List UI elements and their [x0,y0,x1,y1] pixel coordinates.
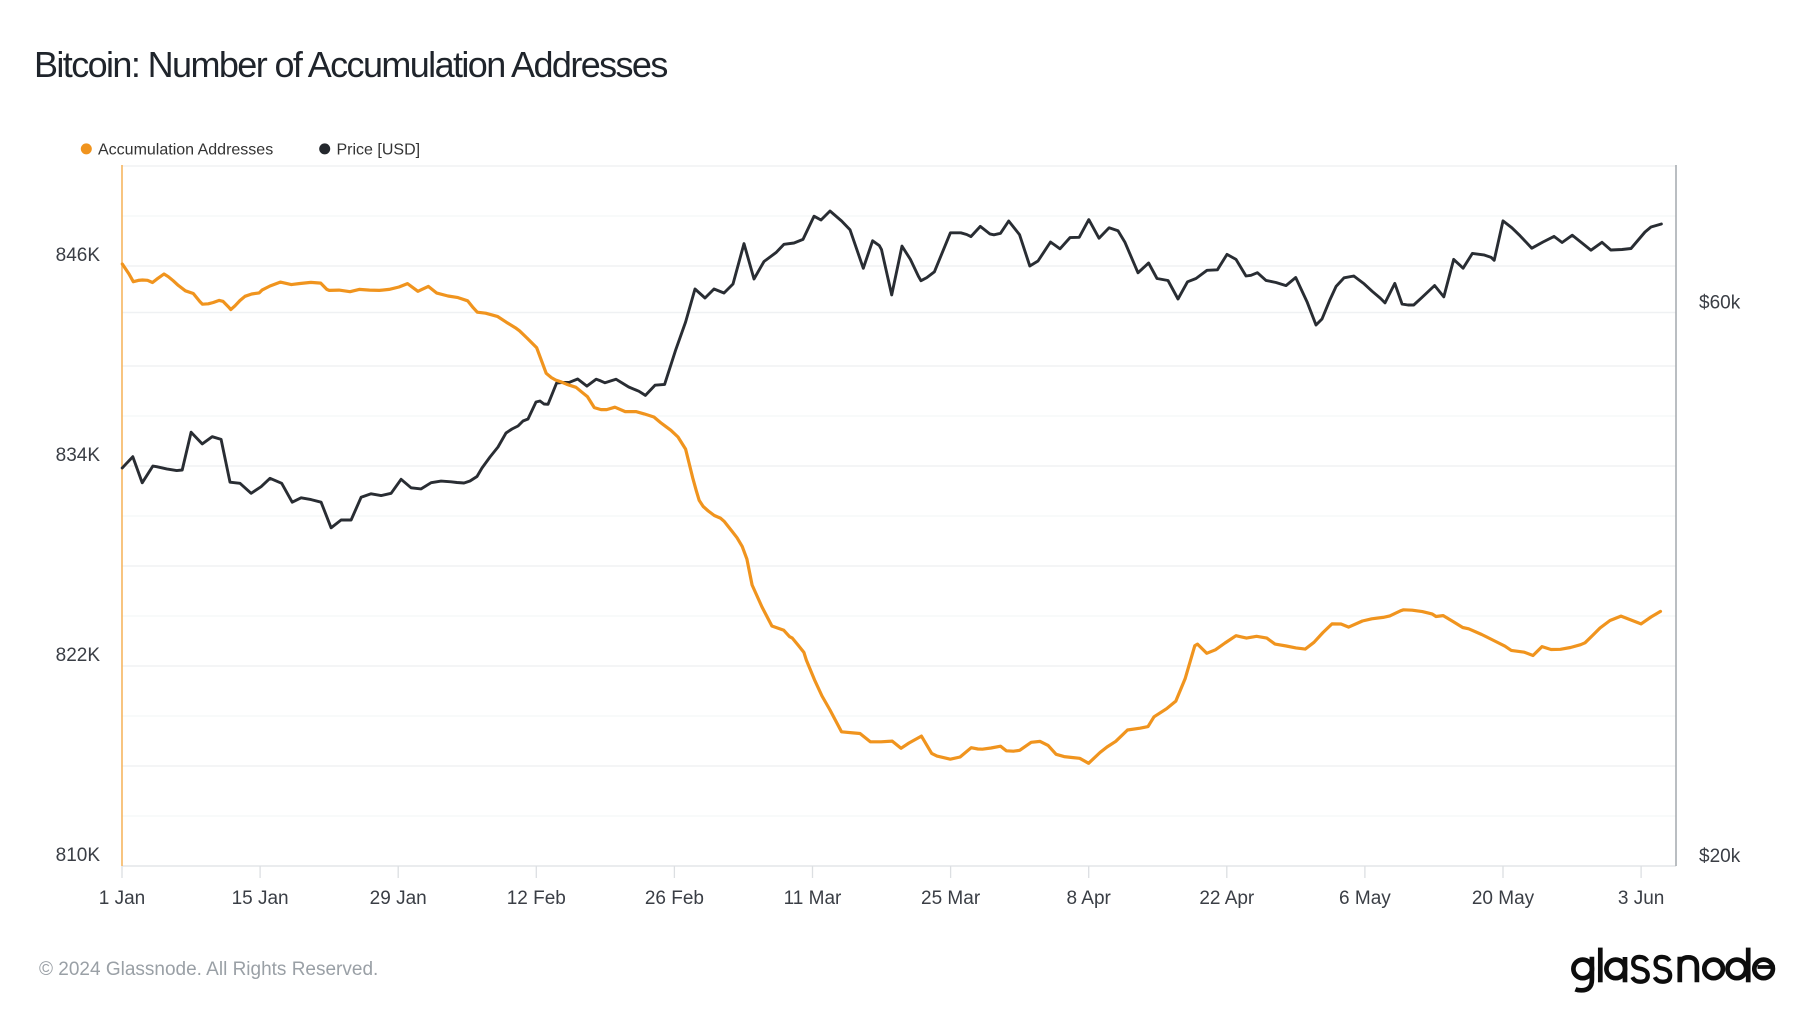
svg-text:Bitcoin: Number of Accumulatio: Bitcoin: Number of Accumulation Addresse… [34,44,667,85]
svg-text:$20k: $20k [1699,846,1741,867]
svg-text:834K: 834K [56,445,101,466]
svg-text:6 May: 6 May [1339,888,1391,909]
svg-text:846K: 846K [56,245,101,266]
svg-text:$60k: $60k [1699,293,1741,314]
svg-text:810K: 810K [56,845,101,866]
svg-text:26 Feb: 26 Feb [645,888,704,909]
svg-text:15 Jan: 15 Jan [232,888,289,909]
svg-text:3 Jun: 3 Jun [1618,888,1664,909]
svg-text:29 Jan: 29 Jan [370,888,427,909]
svg-text:25 Mar: 25 Mar [921,888,981,909]
svg-text:© 2024 Glassnode. All Rights R: © 2024 Glassnode. All Rights Reserved. [39,959,378,980]
svg-text:Price [USD]: Price [USD] [337,142,421,159]
svg-text:822K: 822K [56,645,101,666]
svg-text:11 Mar: 11 Mar [784,888,842,909]
svg-text:1 Jan: 1 Jan [99,888,145,909]
svg-text:22 Apr: 22 Apr [1199,888,1255,909]
svg-text:20 May: 20 May [1472,888,1535,909]
svg-text:8 Apr: 8 Apr [1067,888,1112,909]
svg-text:Accumulation Addresses: Accumulation Addresses [98,142,273,159]
svg-text:12 Feb: 12 Feb [507,888,566,909]
